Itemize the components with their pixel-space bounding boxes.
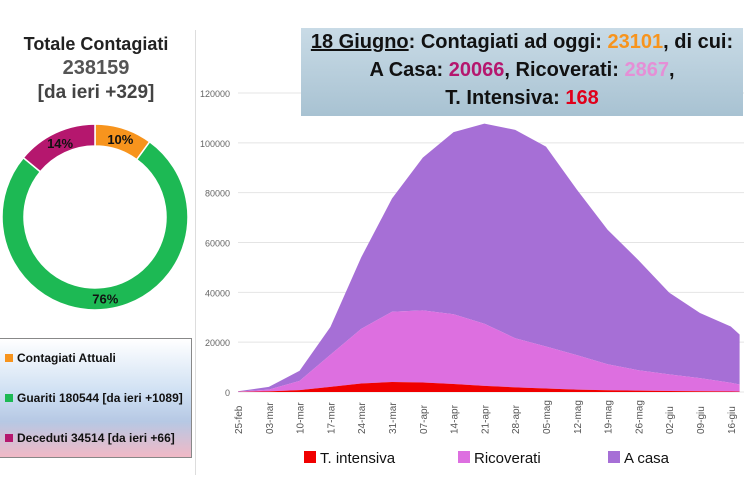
x-tick-label: 17-mar — [326, 402, 337, 434]
donut-chart: 10% 76% 14% — [1, 123, 189, 311]
total-title: Totale Contagiati — [23, 34, 169, 54]
banner-current: 23101 — [607, 31, 664, 53]
x-tick-label: 28-apr — [511, 404, 522, 434]
x-tick-label: 05-mag — [542, 400, 553, 434]
area-chart: 0 20000 40000 60000 80000 100000 120000 25-feb 0… — [200, 89, 744, 434]
chart-legend-acasa: A casa — [608, 450, 669, 467]
banner-text: , di cui: — [663, 31, 734, 53]
y-tick-label: 0 — [225, 388, 230, 398]
x-tick-label: 14-apr — [450, 404, 461, 434]
legend-label: Ricoverati — [474, 450, 541, 467]
donut-pct-label: 14% — [47, 136, 73, 151]
legend-label: Guariti 180544 [da ieri +1089] — [17, 391, 183, 405]
banner-hospital: 2867 — [624, 59, 669, 81]
legend-deceduti: Deceduti 34514 [da ieri +66] — [5, 431, 175, 445]
legend-swatch — [5, 394, 13, 402]
chart-legend-ti: T. intensiva — [304, 450, 395, 467]
divider — [195, 30, 196, 475]
summary-banner: 18 Giugno: Contagiati ad oggi: 23101, di… — [301, 28, 743, 116]
y-tick-label: 80000 — [205, 189, 230, 199]
x-tick-label: 24-mar — [357, 402, 368, 434]
total-delta: [da ieri +329] — [37, 82, 155, 103]
donut-pct-label: 76% — [92, 291, 118, 306]
x-tick-label: 19-mag — [604, 400, 615, 434]
legend-swatch — [458, 451, 470, 463]
legend-swatch — [304, 451, 316, 463]
banner-icu: 168 — [565, 87, 599, 109]
x-tick-label: 09-giu — [696, 406, 707, 434]
area-a-casa — [238, 123, 740, 392]
legend-swatch — [5, 434, 13, 442]
banner-text: T. Intensiva: — [445, 87, 566, 109]
chart-legend-ricoverati: Ricoverati — [458, 450, 541, 467]
y-tick-label: 120000 — [200, 89, 230, 99]
x-tick-label: 07-apr — [419, 404, 430, 434]
legend-label: T. intensiva — [320, 450, 396, 467]
legend-label: A casa — [624, 450, 670, 467]
legend-label: Deceduti 34514 [da ieri +66] — [17, 431, 175, 445]
donut-slice-guariti — [1, 140, 189, 311]
total-value: 238159 — [62, 57, 130, 79]
banner-text: : Contagiati ad oggi: — [408, 31, 608, 53]
donut-legend: Contagiati Attuali Guariti 180544 [da ie… — [0, 338, 192, 458]
area-t-intensiva — [238, 381, 740, 392]
legend-swatch — [608, 451, 620, 463]
banner-text: , — [668, 59, 675, 81]
y-tick-label: 40000 — [205, 288, 230, 298]
banner-home: 20066 — [448, 59, 505, 81]
x-tick-label: 16-giu — [727, 406, 738, 434]
donut-pct-label: 10% — [107, 132, 133, 147]
x-tick-label: 10-mar — [296, 402, 307, 434]
banner-text: , Ricoverati: — [504, 59, 625, 81]
x-tick-label: 03-mar — [265, 402, 276, 434]
x-tick-label: 02-giu — [665, 406, 676, 434]
banner-text: A Casa: — [369, 59, 449, 81]
banner-date: 18 Giugno — [310, 31, 409, 53]
x-tick-label: 12-mag — [573, 400, 584, 434]
legend-guariti: Guariti 180544 [da ieri +1089] — [5, 391, 183, 405]
x-tick-label: 31-mar — [388, 402, 399, 434]
y-tick-label: 100000 — [200, 139, 230, 149]
legend-label: Contagiati Attuali — [17, 351, 116, 365]
total-summary: Totale Contagiati 238159 [da ieri +329] — [0, 34, 192, 104]
legend-contagiati: Contagiati Attuali — [5, 351, 116, 365]
legend-swatch — [5, 354, 13, 362]
y-tick-label: 60000 — [205, 239, 230, 249]
x-tick-label: 25-feb — [234, 405, 245, 434]
x-tick-label: 21-apr — [480, 404, 491, 434]
area-ricoverati — [238, 310, 740, 392]
donut-slice-deceduti — [22, 123, 96, 173]
x-tick-label: 26-mag — [634, 400, 645, 434]
y-tick-label: 20000 — [205, 338, 230, 348]
